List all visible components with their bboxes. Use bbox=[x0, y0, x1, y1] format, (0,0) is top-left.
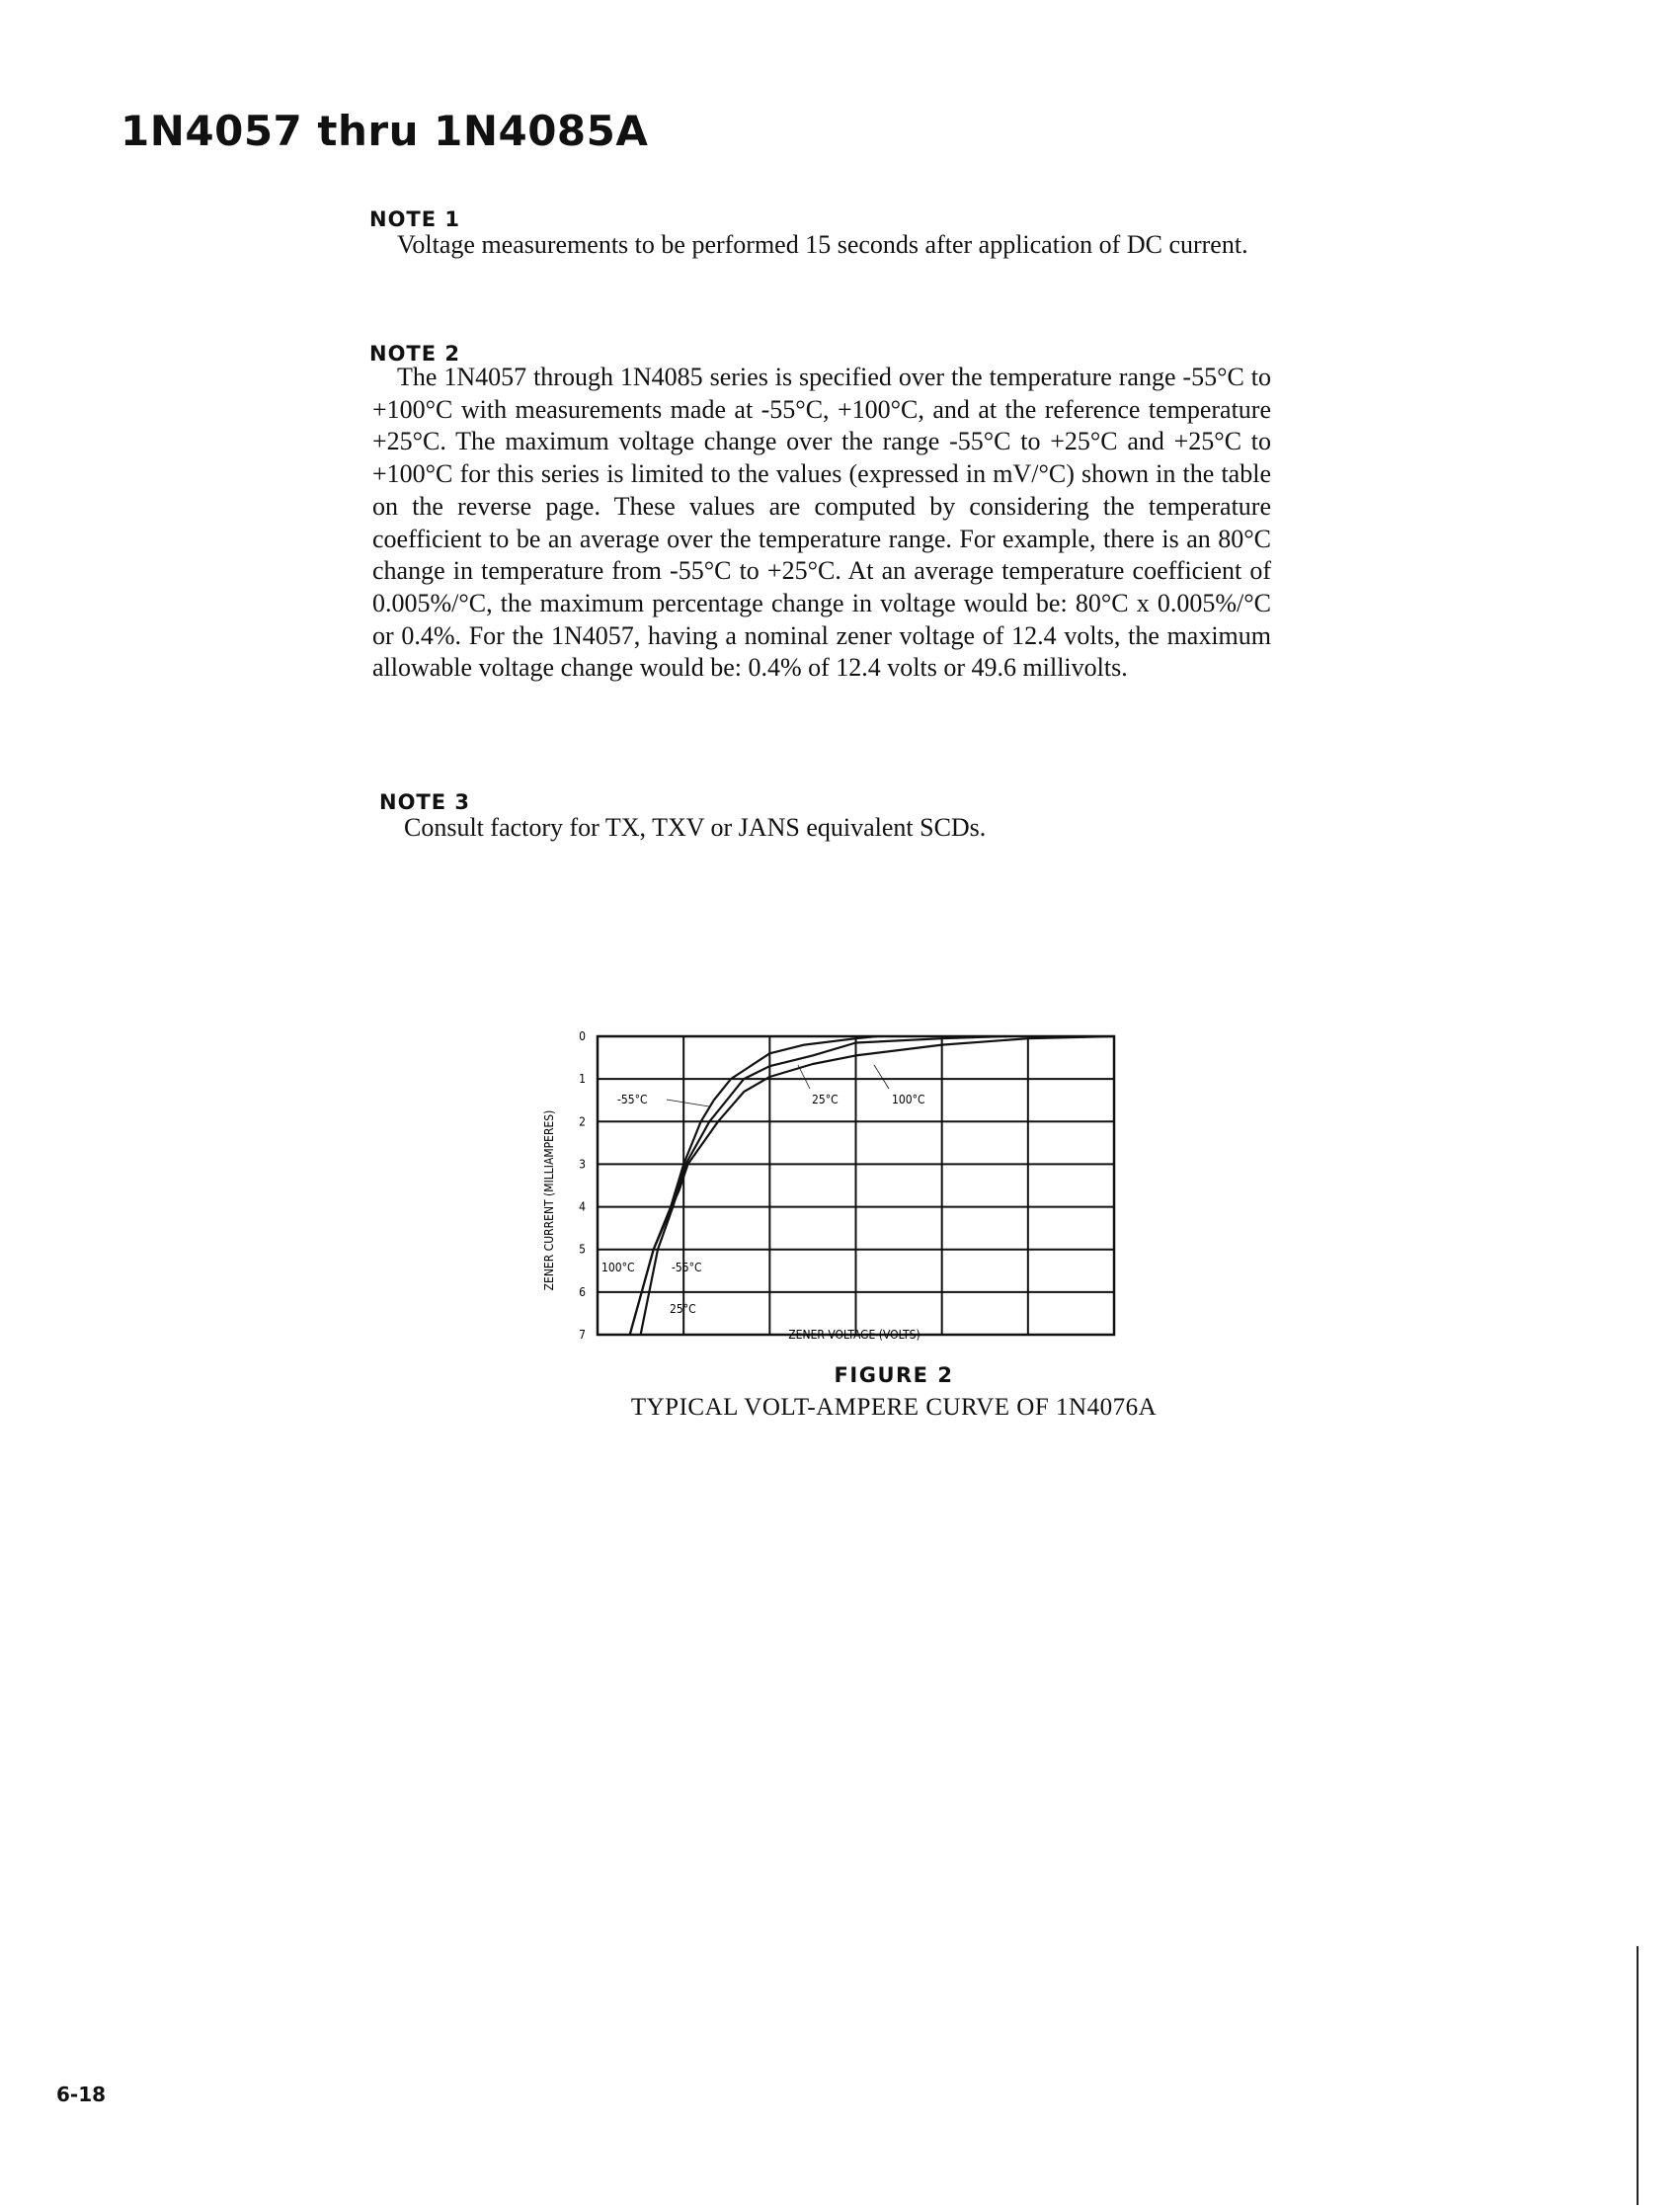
figure-caption: TYPICAL VOLT-AMPERE CURVE OF 1N4076A bbox=[630, 1394, 1158, 1421]
annotation-minus55-top: -55°C bbox=[617, 1093, 648, 1106]
annotation-minus55-bottom: -55°C bbox=[672, 1261, 702, 1274]
y-tick-label: 6 bbox=[579, 1285, 586, 1299]
y-tick-label: 5 bbox=[579, 1243, 586, 1257]
page-edge-line bbox=[1637, 1946, 1639, 2205]
annotation-100-top: 100°C bbox=[892, 1093, 925, 1106]
y-axis-label: ZENER CURRENT (MILLIAMPERES) bbox=[542, 1110, 556, 1291]
annotation-25-bottom: 25°C bbox=[670, 1302, 696, 1316]
note-3-text: Consult factory for TX, TXV or JANS equi… bbox=[404, 813, 987, 842]
y-tick-label: 3 bbox=[579, 1157, 586, 1171]
leader-100-top bbox=[873, 1064, 890, 1090]
curve-100cc bbox=[628, 1034, 1115, 1336]
y-tick-label: 2 bbox=[579, 1114, 586, 1128]
page-number: 6-18 bbox=[56, 2083, 107, 2106]
page-title: 1N4057 thru 1N4085A bbox=[120, 107, 649, 155]
volt-ampere-chart: 9290888684828001234567 ZENER VOLTAGE (VO… bbox=[542, 1029, 1116, 1342]
note-1-text: Voltage measurements to be performed 15 … bbox=[397, 230, 1248, 259]
note-2-heading: NOTE 2 bbox=[369, 342, 461, 366]
y-tick-label: 4 bbox=[579, 1200, 586, 1214]
curve-55cc bbox=[628, 1034, 878, 1336]
leader-25-top bbox=[797, 1064, 811, 1090]
figure-title: FIGURE 2 bbox=[834, 1363, 954, 1387]
x-axis-label: ZENER VOLTAGE (VOLTS) bbox=[788, 1328, 920, 1342]
note-3-heading: NOTE 3 bbox=[379, 790, 471, 814]
note-1-heading: NOTE 1 bbox=[369, 207, 461, 231]
y-tick-label: 0 bbox=[579, 1029, 586, 1043]
annotation-25-top: 25°C bbox=[812, 1093, 839, 1106]
y-tick-label: 1 bbox=[579, 1072, 586, 1086]
annotation-100-bottom: 100°C bbox=[601, 1261, 635, 1274]
curve-25cc bbox=[639, 1034, 1007, 1336]
note-2-text: The 1N4057 through 1N4085 series is spec… bbox=[372, 363, 1271, 683]
y-tick-label: 7 bbox=[579, 1328, 586, 1342]
leader-minus55-top bbox=[666, 1099, 710, 1107]
